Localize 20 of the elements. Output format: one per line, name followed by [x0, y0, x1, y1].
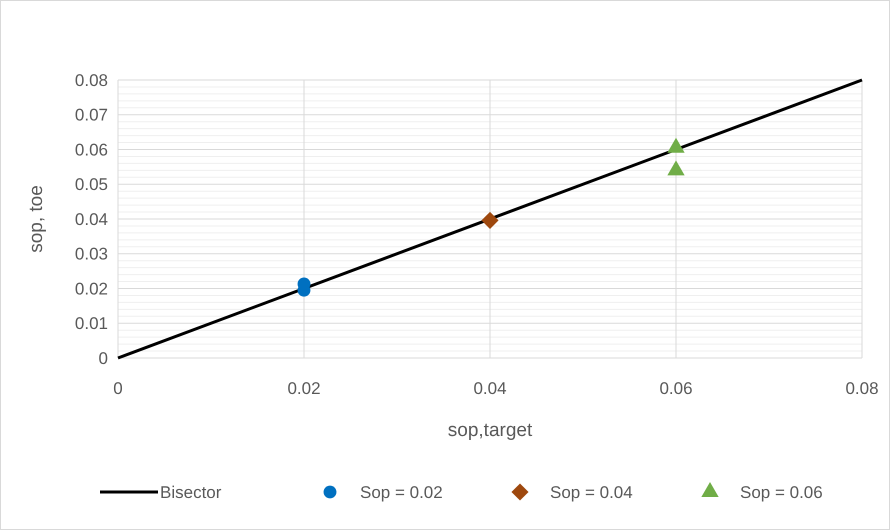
y-tick-label: 0.02: [74, 279, 108, 298]
y-tick-label: 0.01: [74, 314, 108, 334]
y-tick-label: 0: [98, 348, 108, 368]
x-tick-label: 0.04: [473, 379, 507, 398]
x-axis-title: sop,target: [448, 420, 533, 441]
x-tick-label: 0.08: [845, 379, 879, 398]
x-tick-label: 0.02: [287, 379, 321, 398]
legend-label: Bisector: [160, 482, 222, 502]
y-tick-label: 0.07: [74, 106, 108, 125]
y-tick-label: 0.05: [74, 175, 108, 194]
legend-label: Sop = 0.02: [360, 482, 443, 502]
x-tick-label: 0: [113, 379, 123, 398]
y-tick-label: 0.06: [74, 140, 108, 160]
legend-label: Sop = 0.04: [550, 482, 633, 502]
legend-label: Sop = 0.06: [740, 482, 823, 502]
y-tick-label: 0.08: [74, 70, 108, 90]
y-tick-label: 0.03: [74, 244, 108, 264]
x-tick-label: 0.06: [659, 379, 693, 398]
y-tick-label: 0.04: [74, 210, 108, 229]
y-axis-title: sop, toe: [26, 185, 47, 253]
